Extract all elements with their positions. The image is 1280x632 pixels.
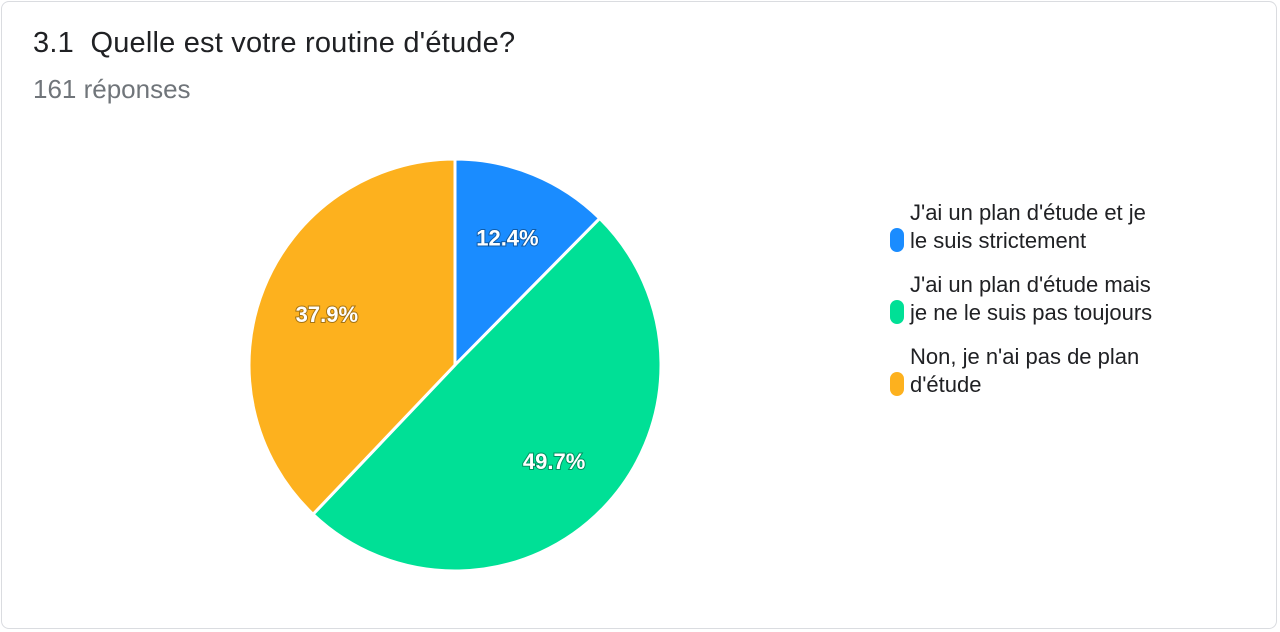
legend-item-3[interactable]: Non, je n'ai pas de plan d'étude <box>890 344 1139 397</box>
slice-data-label-1: 12.4% <box>476 225 538 250</box>
legend-label-3: Non, je n'ai pas de plan d'étude <box>910 344 1139 397</box>
pie-slice-3[interactable] <box>247 157 457 517</box>
pie-slice-1[interactable] <box>453 157 602 369</box>
legend-item-2[interactable]: J'ai un plan d'étude mais je ne le suis p… <box>890 272 1152 325</box>
question-text: Quelle est votre routine d'étude? <box>90 27 516 59</box>
legend-swatch-2 <box>890 300 904 324</box>
legend-label-2: J'ai un plan d'étude mais je ne le suis p… <box>909 272 1152 325</box>
legend-item-1[interactable]: J'ai un plan d'étude et je le suis strict… <box>890 200 1146 253</box>
slice-data-label-3: 37.9% <box>296 302 358 327</box>
response-count: 161 réponses <box>33 74 191 104</box>
legend-swatch-3 <box>890 372 904 396</box>
legend-label-1: J'ai un plan d'étude et je le suis strict… <box>910 200 1146 253</box>
legend-swatch-1 <box>890 228 904 252</box>
pie-slice-2[interactable] <box>310 216 663 573</box>
question-number: 3.1 <box>33 27 74 59</box>
slice-data-label-2: 49.7% <box>523 449 585 474</box>
question-title: 3.1 Quelle est votre routine d'étude? <box>33 27 515 60</box>
